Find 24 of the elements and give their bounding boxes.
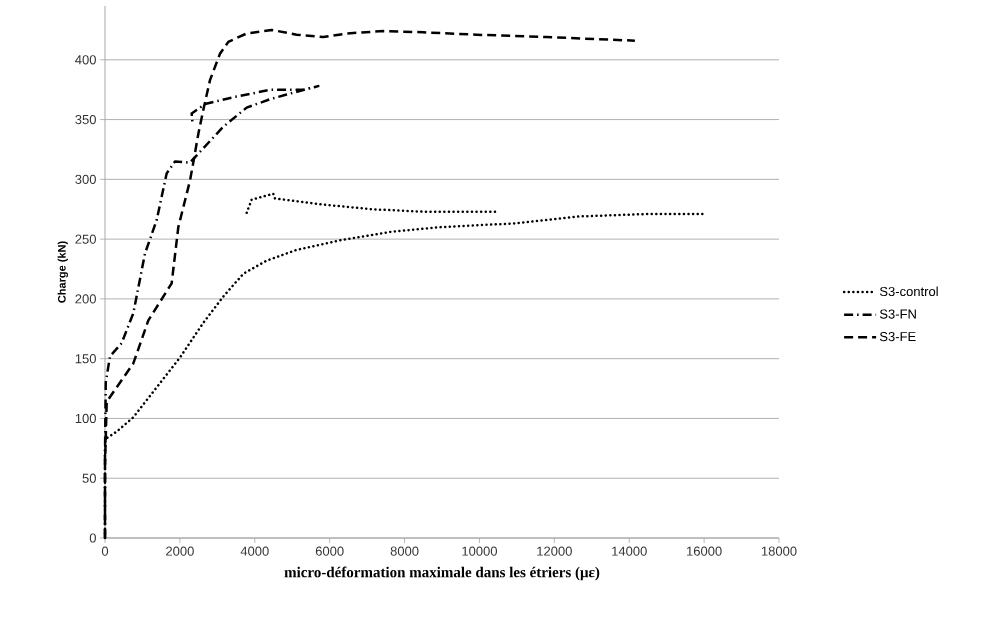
x-tick-label: 18000 [761,546,797,556]
y-tick-label: 0 [89,533,96,543]
y-tick-label: 400 [75,55,96,65]
x-tick-label: 2000 [166,546,194,556]
y-tick-label: 250 [75,234,96,244]
y-tick-label: 350 [75,114,96,125]
x-tick-label: 14000 [612,546,647,556]
x-tick-label: 0 [101,546,109,556]
x-tick-label: 16000 [687,546,722,556]
y-tick-label: 150 [75,354,96,364]
y-tick-label: 300 [75,174,96,184]
legend-label: S3-FN [879,309,916,319]
x-axis-title: micro-déformation maximale dans les étriers (με) [284,566,600,581]
legend-label: S3-control [879,286,938,297]
y-tick-label: 100 [75,413,96,424]
x-tick-label: 4000 [240,546,269,556]
legend-label: S3-FE [879,332,916,342]
y-tick-label: 200 [75,294,96,304]
x-tick-label: 10000 [462,546,497,556]
x-tick-label: 8000 [390,546,419,556]
y-axis-title: Charge (kN) [57,241,68,303]
y-tick-label: 50 [82,473,96,483]
x-tick-label: 12000 [537,546,572,556]
x-tick-label: 6000 [315,546,344,556]
